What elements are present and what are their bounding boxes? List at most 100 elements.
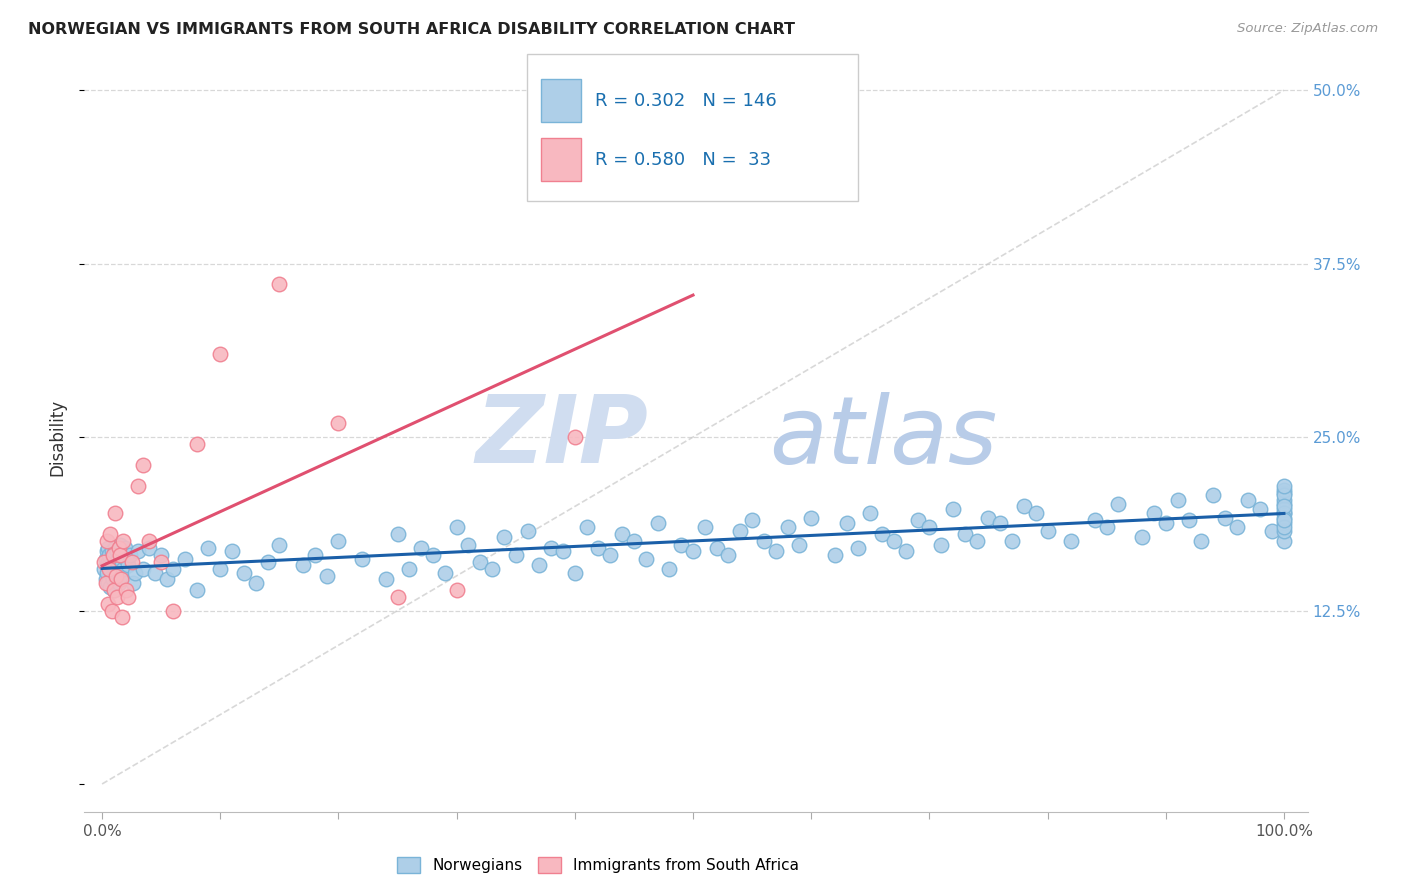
Point: [269, 538, 291, 552]
Point: [1178, 513, 1201, 527]
Point: [1084, 513, 1107, 527]
Point: [800, 510, 823, 524]
Point: [328, 416, 350, 430]
Point: [516, 524, 538, 539]
Point: [97, 597, 120, 611]
Point: [98, 580, 121, 594]
Point: [110, 572, 132, 586]
Point: [765, 544, 787, 558]
Point: [529, 558, 551, 572]
Point: [114, 582, 136, 597]
Point: [446, 582, 468, 597]
Text: NORWEGIAN VS IMMIGRANTS FROM SOUTH AFRICA DISABILITY CORRELATION CHART: NORWEGIAN VS IMMIGRANTS FROM SOUTH AFRIC…: [28, 22, 796, 37]
Point: [1060, 534, 1083, 549]
Point: [101, 548, 124, 562]
Point: [304, 548, 326, 562]
Point: [387, 590, 409, 604]
Point: [186, 437, 208, 451]
Point: [693, 520, 716, 534]
Point: [647, 516, 669, 530]
Point: [1095, 520, 1118, 534]
Point: [107, 562, 129, 576]
Point: [138, 541, 160, 555]
Point: [120, 548, 142, 562]
Point: [1272, 520, 1295, 534]
Point: [1272, 478, 1295, 492]
Point: [121, 555, 143, 569]
Point: [97, 541, 120, 555]
Point: [186, 582, 208, 597]
Point: [108, 569, 131, 583]
Point: [105, 555, 128, 569]
Point: [114, 552, 136, 566]
Point: [1272, 516, 1295, 530]
Point: [1272, 483, 1295, 497]
Point: [1272, 497, 1295, 511]
Point: [245, 575, 267, 590]
Point: [138, 534, 160, 549]
Point: [111, 610, 134, 624]
Point: [107, 544, 129, 558]
Point: [127, 544, 149, 558]
Point: [564, 566, 586, 580]
Point: [1001, 534, 1024, 549]
Point: [1272, 513, 1295, 527]
Point: [492, 530, 515, 544]
Point: [411, 541, 433, 555]
Point: [107, 541, 129, 555]
Point: [117, 590, 139, 604]
Point: [352, 552, 374, 566]
Point: [256, 555, 278, 569]
Point: [103, 582, 125, 597]
Point: [103, 562, 125, 576]
Point: [564, 430, 586, 444]
Point: [470, 555, 492, 569]
Text: R = 0.302   N = 146: R = 0.302 N = 146: [595, 92, 776, 110]
Point: [1261, 524, 1284, 539]
Point: [96, 544, 118, 558]
Point: [101, 552, 124, 566]
Point: [117, 558, 139, 572]
Point: [98, 558, 121, 572]
Point: [108, 548, 131, 562]
Point: [94, 552, 117, 566]
Point: [104, 507, 127, 521]
Point: [835, 516, 858, 530]
Point: [422, 548, 444, 562]
Point: [789, 538, 811, 552]
Point: [269, 277, 291, 292]
Point: [540, 541, 562, 555]
Point: [966, 534, 988, 549]
Point: [1143, 507, 1166, 521]
Point: [870, 527, 893, 541]
Point: [150, 555, 173, 569]
Point: [374, 572, 396, 586]
Point: [717, 548, 740, 562]
Point: [894, 544, 917, 558]
Point: [105, 572, 128, 586]
Point: [97, 575, 120, 590]
Point: [107, 590, 129, 604]
Point: [98, 562, 121, 576]
Point: [706, 541, 728, 555]
Point: [588, 541, 610, 555]
Point: [446, 520, 468, 534]
Point: [162, 603, 184, 617]
Point: [105, 569, 128, 583]
Point: [387, 527, 409, 541]
Point: [623, 534, 645, 549]
Point: [1189, 534, 1212, 549]
Point: [599, 548, 621, 562]
Point: [101, 572, 124, 586]
Point: [1036, 524, 1059, 539]
Point: [1025, 507, 1047, 521]
Point: [1272, 510, 1295, 524]
Point: [398, 562, 420, 576]
Point: [669, 538, 692, 552]
Point: [96, 534, 118, 549]
Point: [124, 566, 146, 580]
Point: [1272, 507, 1295, 521]
Point: [953, 527, 976, 541]
Text: Source: ZipAtlas.com: Source: ZipAtlas.com: [1237, 22, 1378, 36]
Point: [96, 566, 118, 580]
